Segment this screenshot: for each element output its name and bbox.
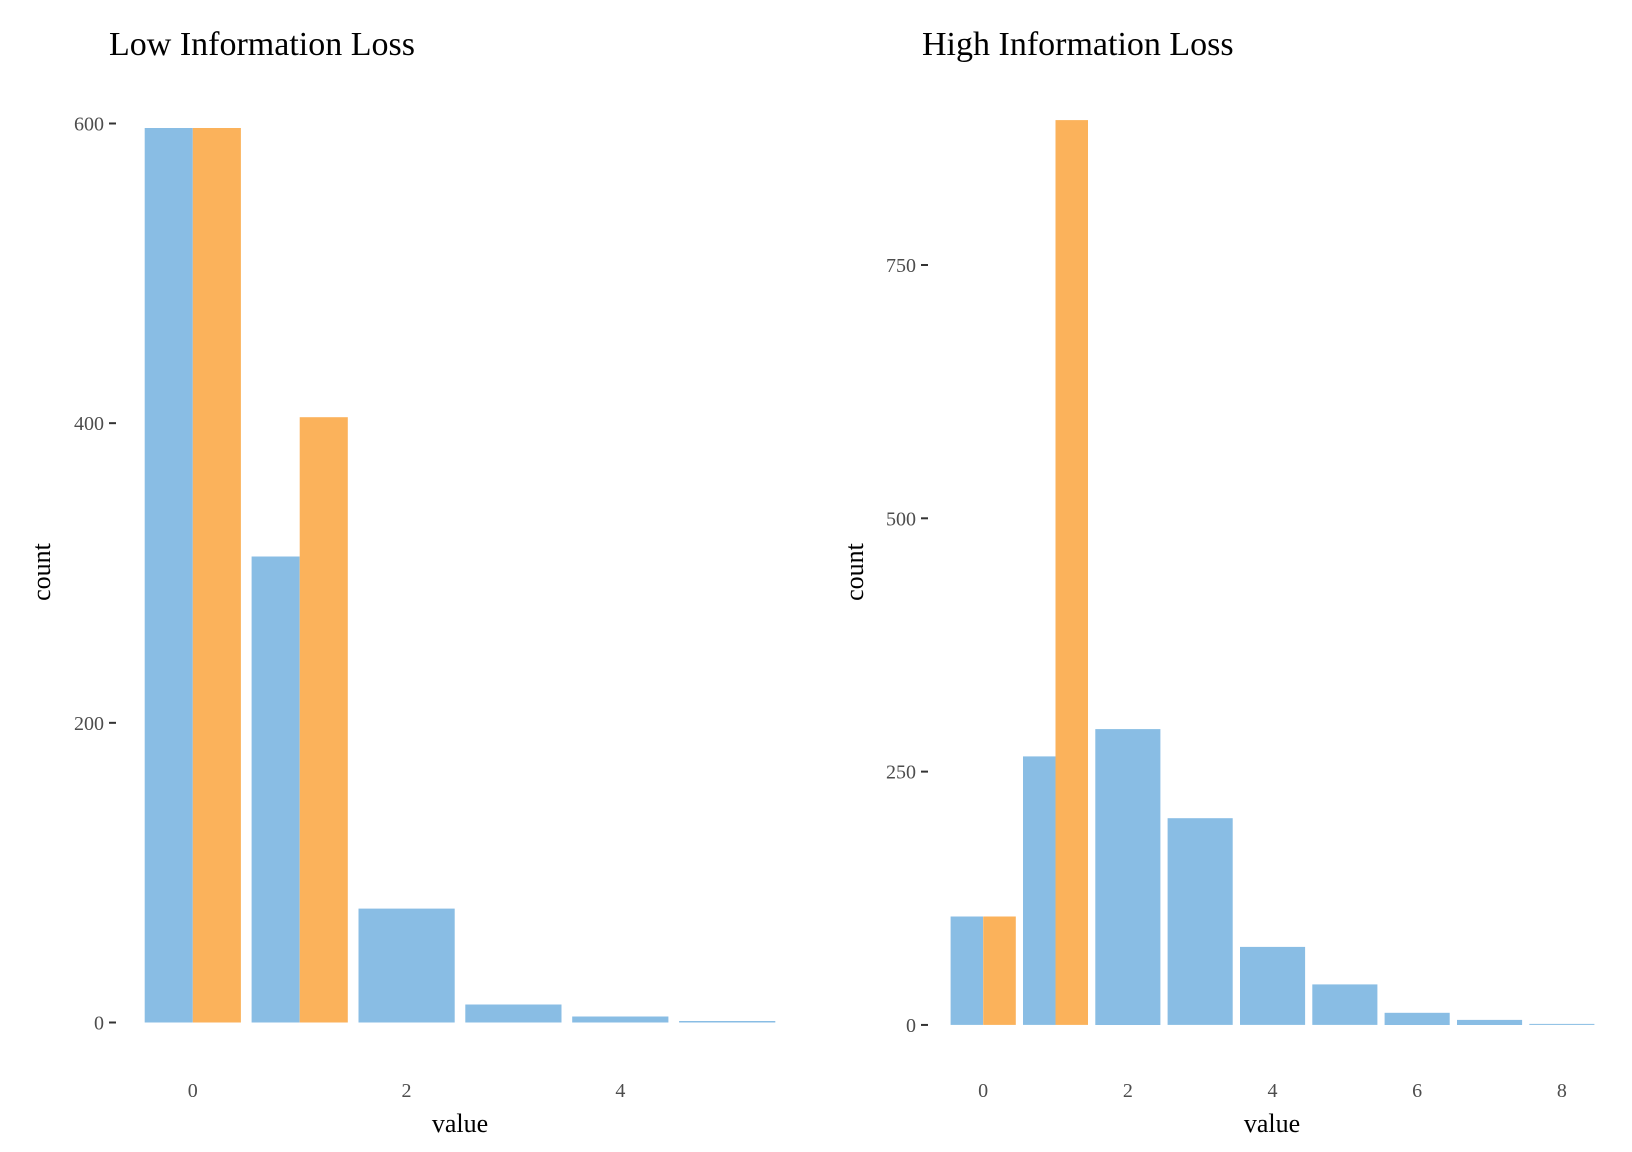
y-tick-label: 750 bbox=[886, 255, 916, 277]
bar bbox=[1457, 1019, 1523, 1025]
y-axis-label: count bbox=[27, 542, 56, 601]
bar bbox=[192, 128, 241, 1023]
x-tick-label: 2 bbox=[402, 1080, 412, 1102]
bars bbox=[144, 128, 776, 1023]
x-tick-label: 8 bbox=[1557, 1080, 1567, 1102]
y-tick-label: 0 bbox=[906, 1015, 916, 1037]
y-tick-label: 200 bbox=[74, 713, 104, 735]
bar bbox=[1384, 1012, 1450, 1025]
x-tick-label: 6 bbox=[1412, 1080, 1422, 1102]
x-tick-label: 4 bbox=[1268, 1080, 1278, 1102]
panel-high-information-loss: High Information Loss 0 250 500 750 0 2 4 6 8 v… bbox=[840, 26, 1595, 1138]
bar bbox=[983, 916, 1016, 1025]
y-axis-ticks: 0 250 500 750 bbox=[886, 255, 928, 1037]
bar bbox=[950, 916, 984, 1025]
bar bbox=[358, 908, 455, 1023]
bar bbox=[251, 556, 300, 1023]
bar bbox=[1023, 756, 1056, 1025]
y-tick-label: 400 bbox=[74, 413, 104, 435]
x-tick-label: 2 bbox=[1123, 1080, 1133, 1102]
bar bbox=[1529, 1023, 1595, 1025]
x-axis-ticks: 0 2 4 bbox=[188, 1080, 626, 1102]
bar bbox=[679, 1021, 776, 1023]
bar bbox=[572, 1016, 669, 1023]
bar bbox=[1055, 120, 1088, 1025]
panel-title: High Information Loss bbox=[922, 26, 1234, 63]
bar bbox=[1095, 729, 1161, 1025]
y-axis-ticks: 0 200 400 600 bbox=[74, 113, 116, 1035]
bar bbox=[1312, 984, 1378, 1025]
bar bbox=[1167, 818, 1233, 1025]
x-tick-label: 4 bbox=[615, 1080, 625, 1102]
x-axis-label: value bbox=[432, 1109, 488, 1138]
bar bbox=[1240, 946, 1306, 1025]
bars bbox=[950, 120, 1595, 1025]
x-tick-label: 0 bbox=[978, 1080, 988, 1102]
panel-low-information-loss: Low Information Loss 0 200 400 600 0 2 4 valu… bbox=[27, 26, 776, 1138]
x-axis-label: value bbox=[1244, 1109, 1300, 1138]
y-tick-label: 0 bbox=[94, 1013, 104, 1035]
y-tick-label: 600 bbox=[74, 113, 104, 135]
panel-title: Low Information Loss bbox=[109, 26, 415, 63]
bar bbox=[299, 417, 348, 1023]
bar bbox=[144, 128, 193, 1023]
y-tick-label: 500 bbox=[886, 508, 916, 530]
x-axis-ticks: 0 2 4 6 8 bbox=[978, 1080, 1567, 1102]
bar bbox=[465, 1004, 562, 1023]
x-tick-label: 0 bbox=[188, 1080, 198, 1102]
y-axis-label: count bbox=[840, 542, 869, 601]
y-tick-label: 250 bbox=[886, 762, 916, 784]
